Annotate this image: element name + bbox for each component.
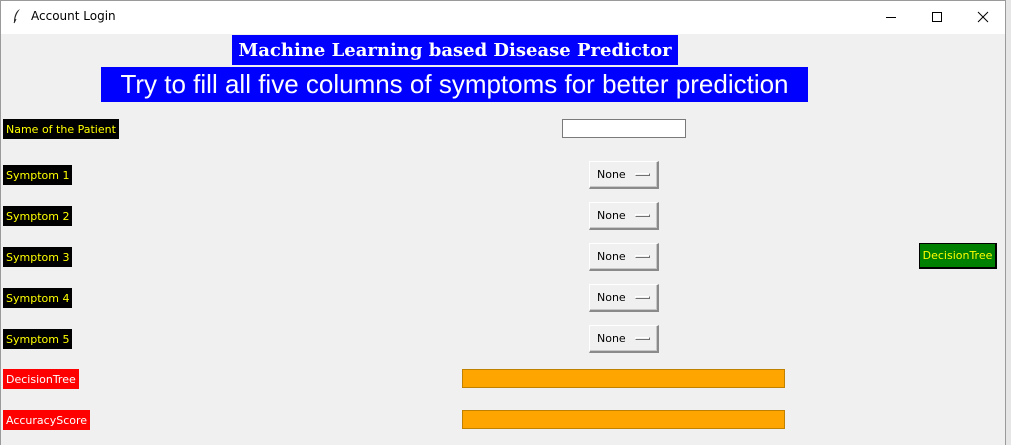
instruction-heading: Try to fill all five columns of symptoms… xyxy=(101,67,808,102)
close-button[interactable] xyxy=(960,0,1006,34)
symptom-1-value: None xyxy=(597,168,626,181)
accuracy-score-label: AccuracyScore xyxy=(3,410,91,430)
option-indicator-icon xyxy=(635,337,650,340)
symptom-4-value: None xyxy=(597,291,626,304)
app-heading: Machine Learning based Disease Predictor xyxy=(232,35,678,65)
symptom-2-value: None xyxy=(597,209,626,222)
option-indicator-icon xyxy=(635,173,650,176)
symptom-1-label: Symptom 1 xyxy=(3,165,73,185)
background-window-edge xyxy=(1006,0,1011,445)
symptom-5-label: Symptom 5 xyxy=(3,329,73,349)
symptom-3-label: Symptom 3 xyxy=(3,247,73,267)
option-indicator-icon xyxy=(635,214,650,217)
symptom-3-select[interactable]: None xyxy=(589,243,659,271)
accuracy-score-field xyxy=(462,410,785,429)
decision-tree-result-field xyxy=(462,369,785,388)
option-indicator-icon xyxy=(635,296,650,299)
minimize-icon xyxy=(886,17,896,18)
symptom-4-label: Symptom 4 xyxy=(3,288,73,308)
symptom-3-value: None xyxy=(597,250,626,263)
symptom-4-select[interactable]: None xyxy=(589,284,659,312)
minimize-button[interactable] xyxy=(868,0,914,34)
decision-tree-button[interactable]: DecisionTree xyxy=(919,243,997,269)
decision-tree-result-label: DecisionTree xyxy=(3,369,79,389)
feather-icon xyxy=(13,9,20,24)
symptom-5-select[interactable]: None xyxy=(589,325,659,353)
window-title: Account Login xyxy=(31,9,116,23)
option-indicator-icon xyxy=(635,255,650,258)
patient-name-input[interactable] xyxy=(562,119,686,138)
symptom-2-select[interactable]: None xyxy=(589,202,659,230)
maximize-button[interactable] xyxy=(914,0,960,34)
maximize-icon xyxy=(932,12,942,22)
title-bar[interactable] xyxy=(0,0,1006,34)
close-icon xyxy=(977,11,989,23)
symptom-1-select[interactable]: None xyxy=(589,161,659,189)
symptom-5-value: None xyxy=(597,332,626,345)
patient-name-label: Name of the Patient xyxy=(3,119,119,139)
symptom-2-label: Symptom 2 xyxy=(3,206,73,226)
